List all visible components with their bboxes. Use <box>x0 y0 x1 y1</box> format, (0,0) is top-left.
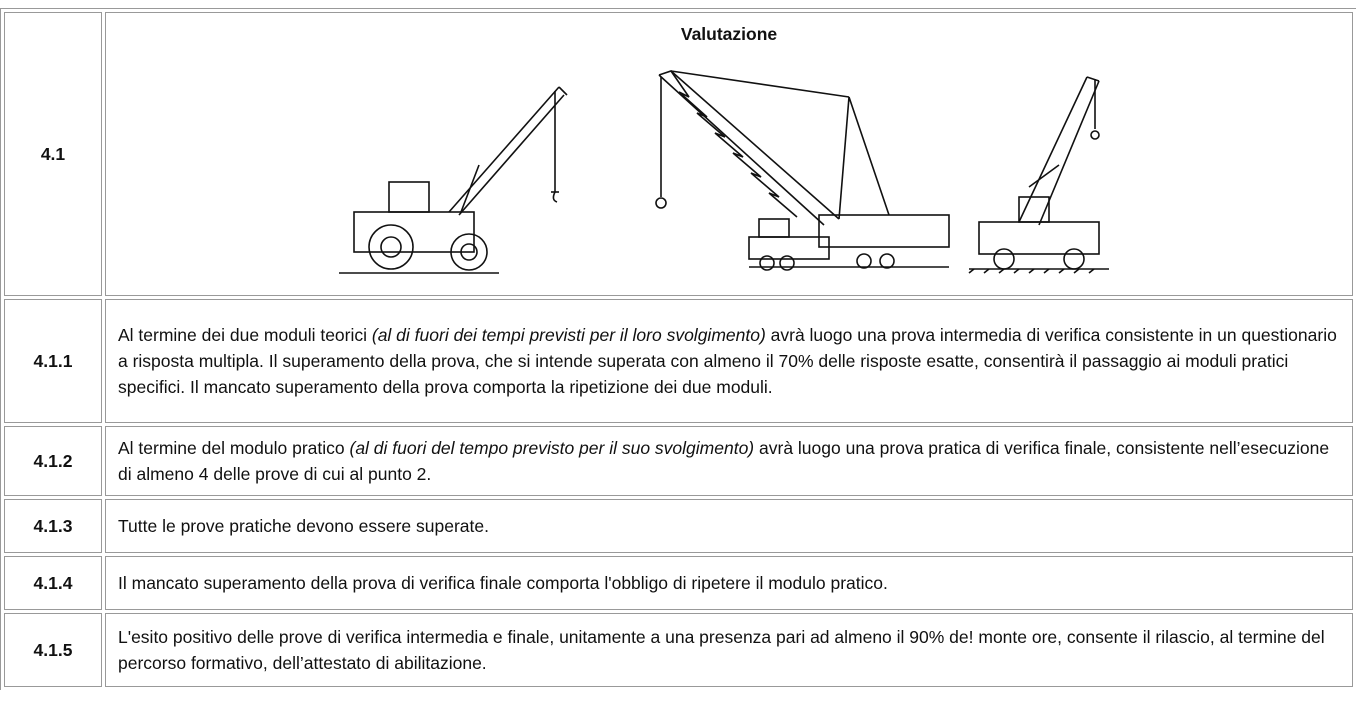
text: Il mancato superamento della prova di ve… <box>118 572 888 593</box>
text: Tutte le prove pratiche devono essere su… <box>118 515 489 536</box>
section-title: Valutazione <box>680 24 778 44</box>
row-content: Al termine dei due moduli teorici (al di… <box>105 299 1353 423</box>
crane-illustrations <box>339 70 1109 275</box>
text: L'esito positivo delle prove di verifica… <box>118 626 1325 673</box>
row: 4.1.4 Il mancato superamento della prova… <box>4 556 1353 610</box>
row-content: Valutazione <box>105 12 1353 296</box>
row-content: Tutte le prove pratiche devono essere su… <box>105 499 1353 553</box>
row-content: Al termine del modulo pratico (al di fuo… <box>105 426 1353 496</box>
text: avrà luogo una prova pratica di verifica… <box>118 437 1330 484</box>
row: 4.1.1 Al termine dei due moduli teorici … <box>4 299 1353 423</box>
row: 4.1.5 L'esito positivo delle prove di ve… <box>4 613 1353 687</box>
text: Al termine dei due moduli teorici <box>118 324 372 345</box>
row-content: Il mancato superamento della prova di ve… <box>105 556 1353 610</box>
row-content: L'esito positivo delle prove di verifica… <box>105 613 1353 687</box>
row-number: 4.1.1 <box>4 299 102 423</box>
row-number: 4.1 <box>4 12 102 296</box>
row: 4.1.2 Al termine del modulo pratico (al … <box>4 426 1353 496</box>
text: Al termine del modulo pratico <box>118 437 350 458</box>
row: 4.1 Valutazione <box>4 12 1353 296</box>
row: 4.1.3 Tutte le prove pratiche devono ess… <box>4 499 1353 553</box>
text: avrà luogo una prova intermedia di verif… <box>118 324 1337 398</box>
text-italic: (al di fuori del tempo previsto per il s… <box>349 437 755 458</box>
row-number: 4.1.2 <box>4 426 102 496</box>
row-number: 4.1.5 <box>4 613 102 687</box>
text-italic: (al di fuori dei tempi previsti per il l… <box>371 324 766 345</box>
row-number: 4.1.4 <box>4 556 102 610</box>
row-number: 4.1.3 <box>4 499 102 553</box>
evaluation-table: 4.1 Valutazione 4.1.1 Al termine dei due… <box>0 8 1356 690</box>
